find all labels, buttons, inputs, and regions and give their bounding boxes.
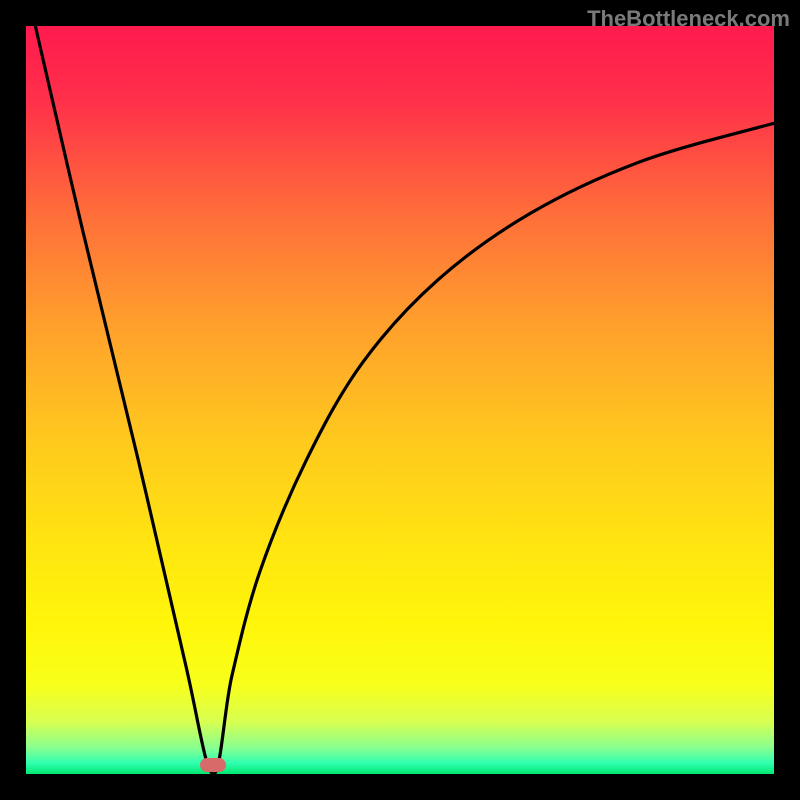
chart-background	[26, 26, 774, 774]
optimum-marker	[200, 758, 226, 772]
chart-container: TheBottleneck.com	[0, 0, 800, 800]
bottleneck-chart	[0, 0, 800, 800]
watermark-text: TheBottleneck.com	[587, 6, 790, 32]
